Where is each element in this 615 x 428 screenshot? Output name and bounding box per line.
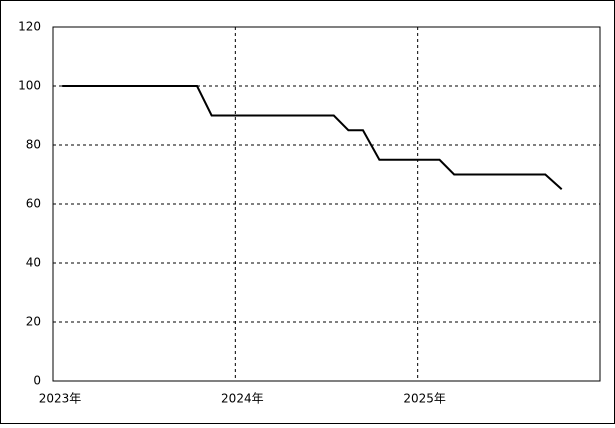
line: [62, 85, 563, 190]
y-tick-label: 40: [26, 256, 41, 270]
x-tick-label: 2024年: [221, 392, 264, 406]
y-tick-label: 0: [33, 374, 41, 388]
y-tick-label: 120: [18, 20, 41, 34]
plot-area: [52, 26, 601, 382]
x-tick-label: 2025年: [403, 392, 446, 406]
y-tick-label: 60: [26, 197, 41, 211]
x-tick-label: 2023年: [39, 392, 82, 406]
y-tick-label: 100: [18, 79, 41, 93]
y-tick-label: 80: [26, 138, 41, 152]
y-tick-label: 20: [26, 315, 41, 329]
